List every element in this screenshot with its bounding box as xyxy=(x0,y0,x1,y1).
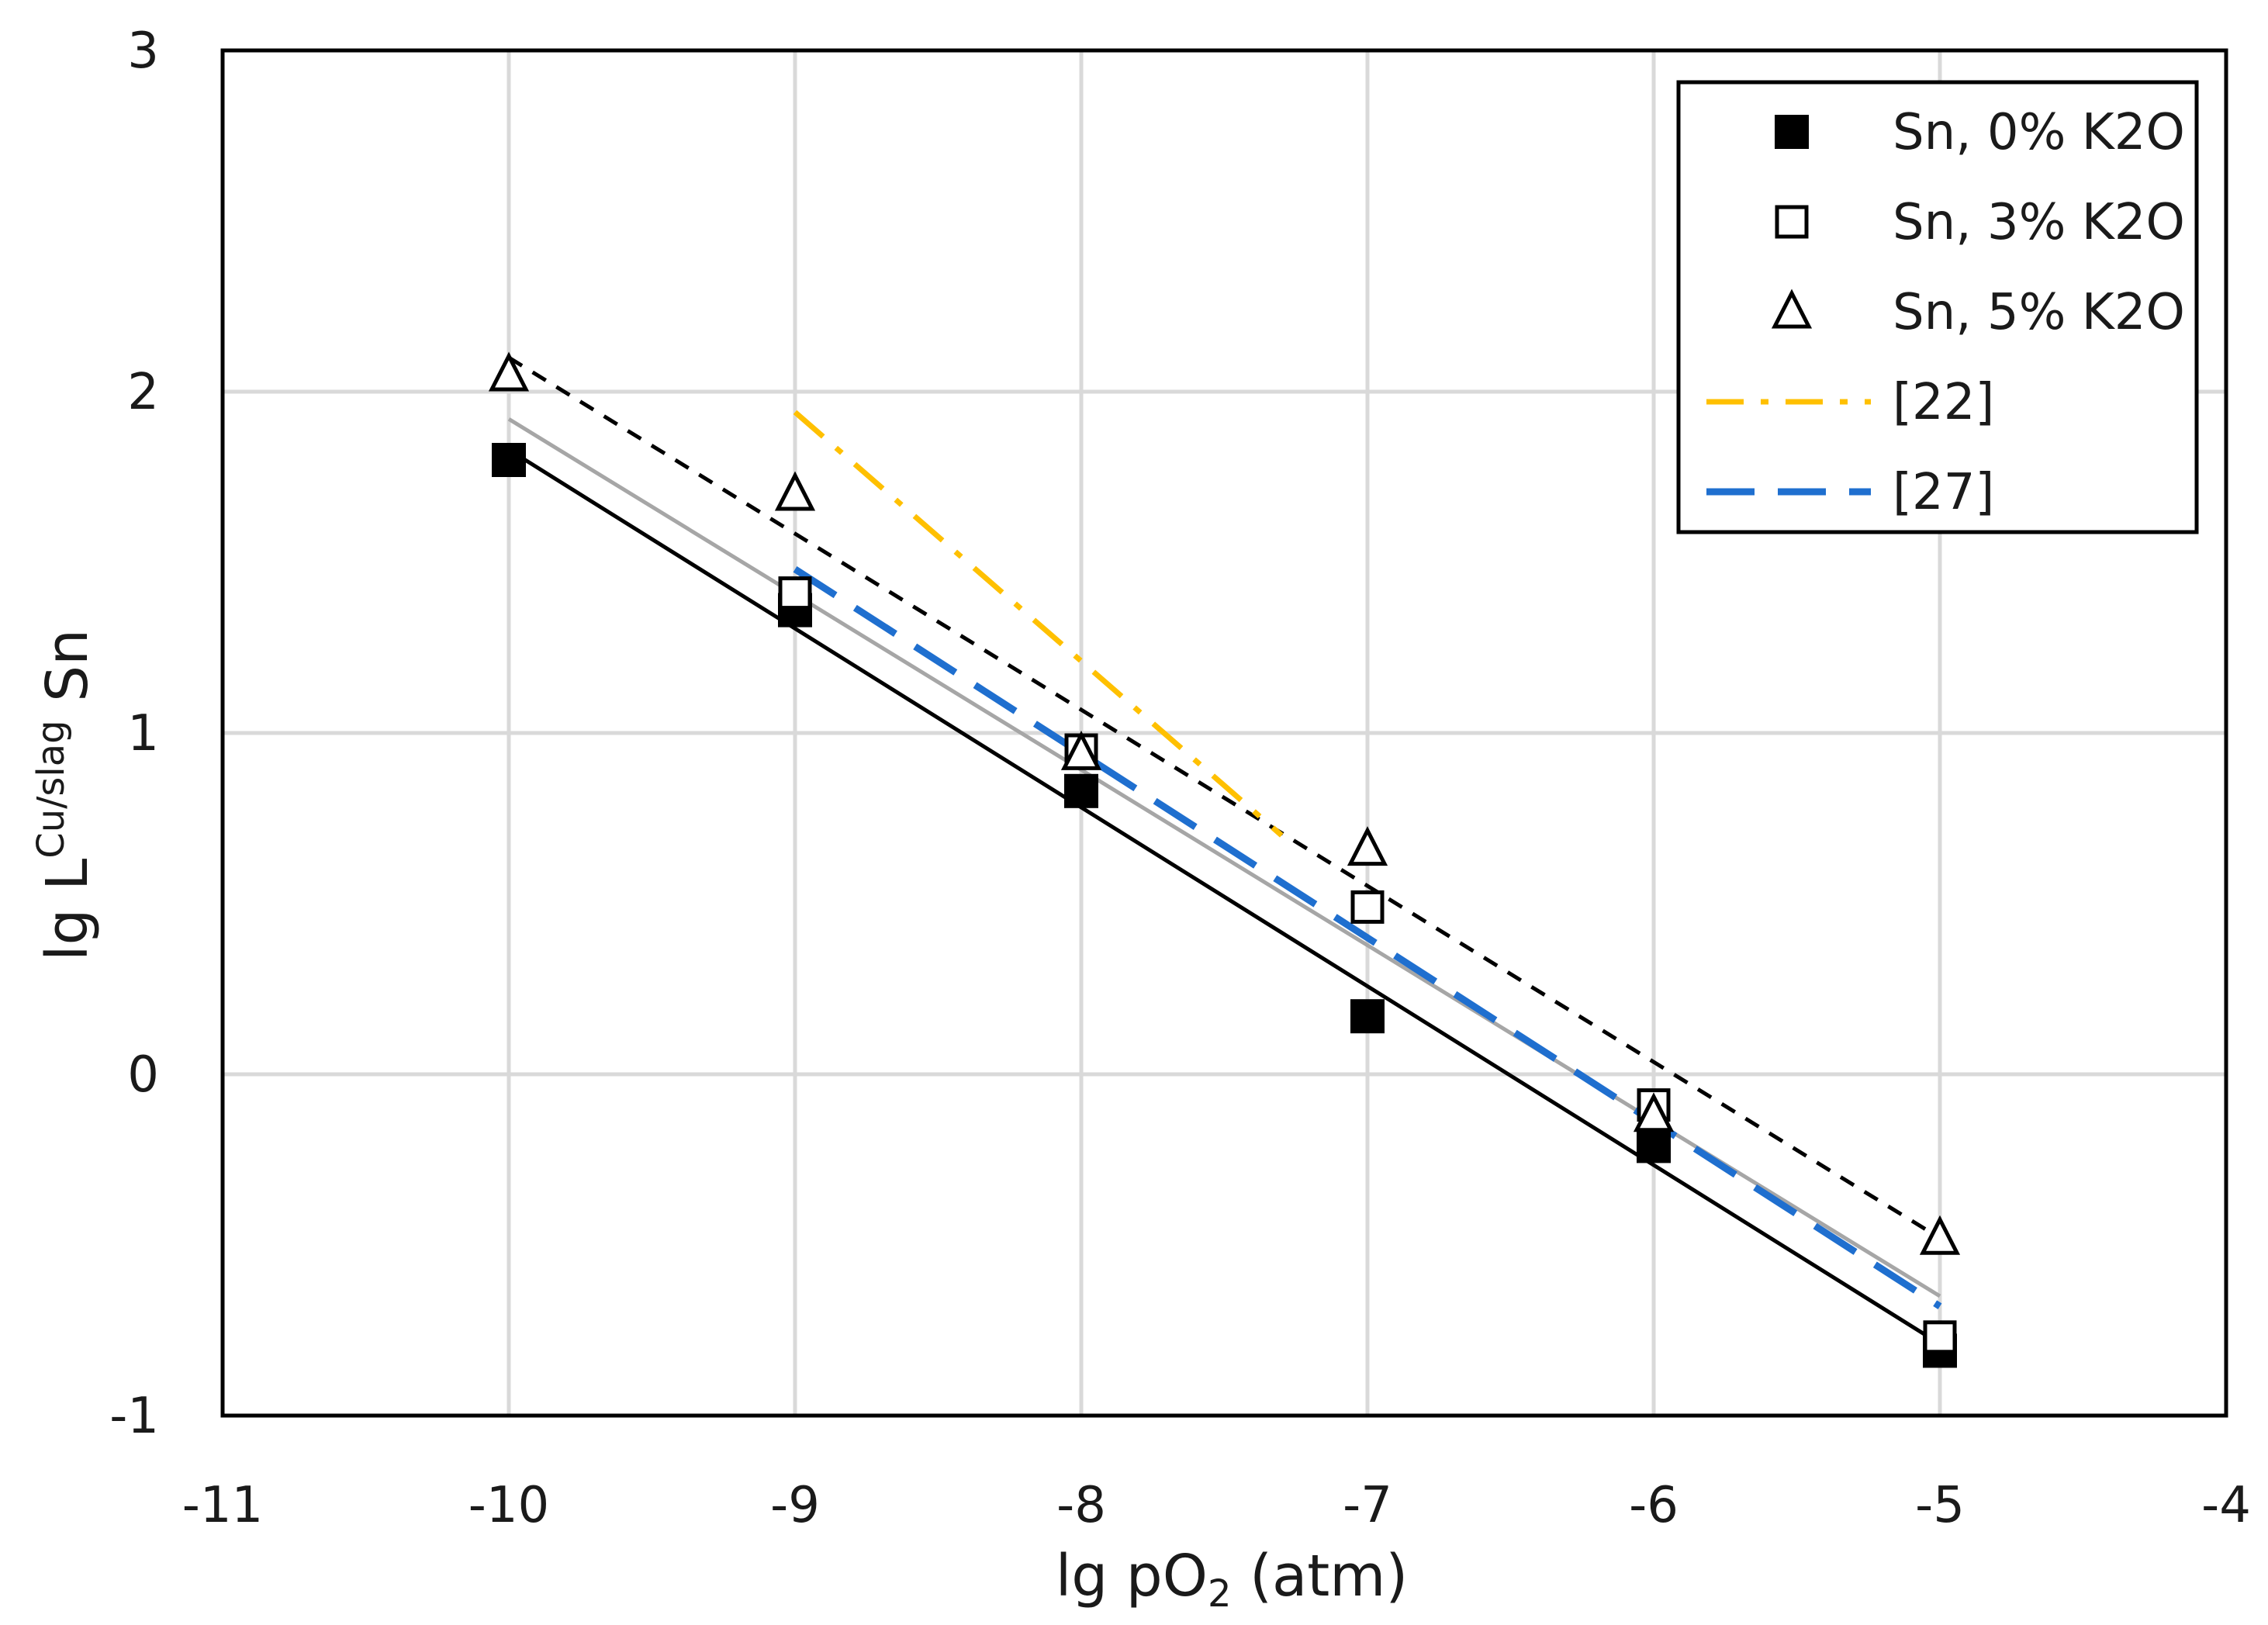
y-axis-title: lg LCu/slag Sn xyxy=(29,629,101,961)
point-sn-3pct xyxy=(1923,1320,1957,1354)
point-sn-5pct xyxy=(774,471,816,511)
legend-label-sn-3: Sn, 3% K2O xyxy=(1893,194,2185,251)
data-points xyxy=(488,351,1961,1368)
x-tick-label: -6 xyxy=(1629,1477,1679,1534)
point-sn-5pct xyxy=(1060,730,1102,770)
legend-swatch-sn-0 xyxy=(1775,115,1809,149)
legend-swatches xyxy=(1706,115,1871,496)
reference-lines xyxy=(793,410,1942,1309)
y-tick-label: 1 xyxy=(127,705,159,762)
point-sn-3pct xyxy=(1350,890,1385,924)
legend-swatch-sn-5 xyxy=(1771,289,1813,329)
x-tick-label: -11 xyxy=(182,1477,264,1534)
point-sn-0pct xyxy=(1064,773,1098,808)
legend-label-ref-22: [22] xyxy=(1893,374,1994,431)
point-sn-0pct xyxy=(492,443,526,477)
legend: Sn, 0% K2O Sn, 3% K2O Sn, 5% K2O [22] [2… xyxy=(1676,80,2199,534)
x-tick-label: -10 xyxy=(468,1477,550,1534)
x-tick-label: -5 xyxy=(1915,1477,1965,1534)
trendline-5pct xyxy=(507,355,1941,1240)
y-tick-label: 3 xyxy=(127,22,159,80)
trendline-0pct xyxy=(507,448,1941,1346)
point-sn-0pct xyxy=(1637,1129,1671,1163)
x-tick-label: -7 xyxy=(1343,1477,1392,1534)
point-sn-0pct xyxy=(1350,999,1385,1034)
point-sn-3pct xyxy=(778,576,812,610)
legend-label-ref-27: [27] xyxy=(1893,464,1994,521)
y-tick-label: -1 xyxy=(109,1388,159,1445)
reference-line-22 xyxy=(793,410,1284,838)
legend-box xyxy=(1676,80,2199,534)
legend-label-sn-5: Sn, 5% K2O xyxy=(1893,284,2185,341)
point-sn-5pct xyxy=(1633,1092,1675,1132)
reference-line-27 xyxy=(793,566,1942,1309)
y-tick-label: 2 xyxy=(127,364,159,421)
x-axis-title: lg pO2 (atm) xyxy=(1056,1543,1409,1616)
x-tick-label: -9 xyxy=(770,1477,820,1534)
point-sn-5pct xyxy=(1347,826,1388,866)
legend-label-sn-0: Sn, 0% K2O xyxy=(1893,104,2185,161)
x-tick-label: -4 xyxy=(2201,1477,2251,1534)
plot-area-frame xyxy=(220,48,2228,1418)
x-tick-label: -8 xyxy=(1056,1477,1106,1534)
x-tick-labels: -11 -10 -9 -8 -7 -6 -5 -4 xyxy=(182,1477,2251,1534)
y-tick-label: 0 xyxy=(127,1046,159,1104)
y-tick-labels: -1 0 1 2 3 xyxy=(109,22,159,1445)
legend-swatch-sn-3 xyxy=(1775,205,1809,239)
point-sn-5pct xyxy=(488,351,530,392)
point-sn-5pct xyxy=(1919,1215,1961,1255)
